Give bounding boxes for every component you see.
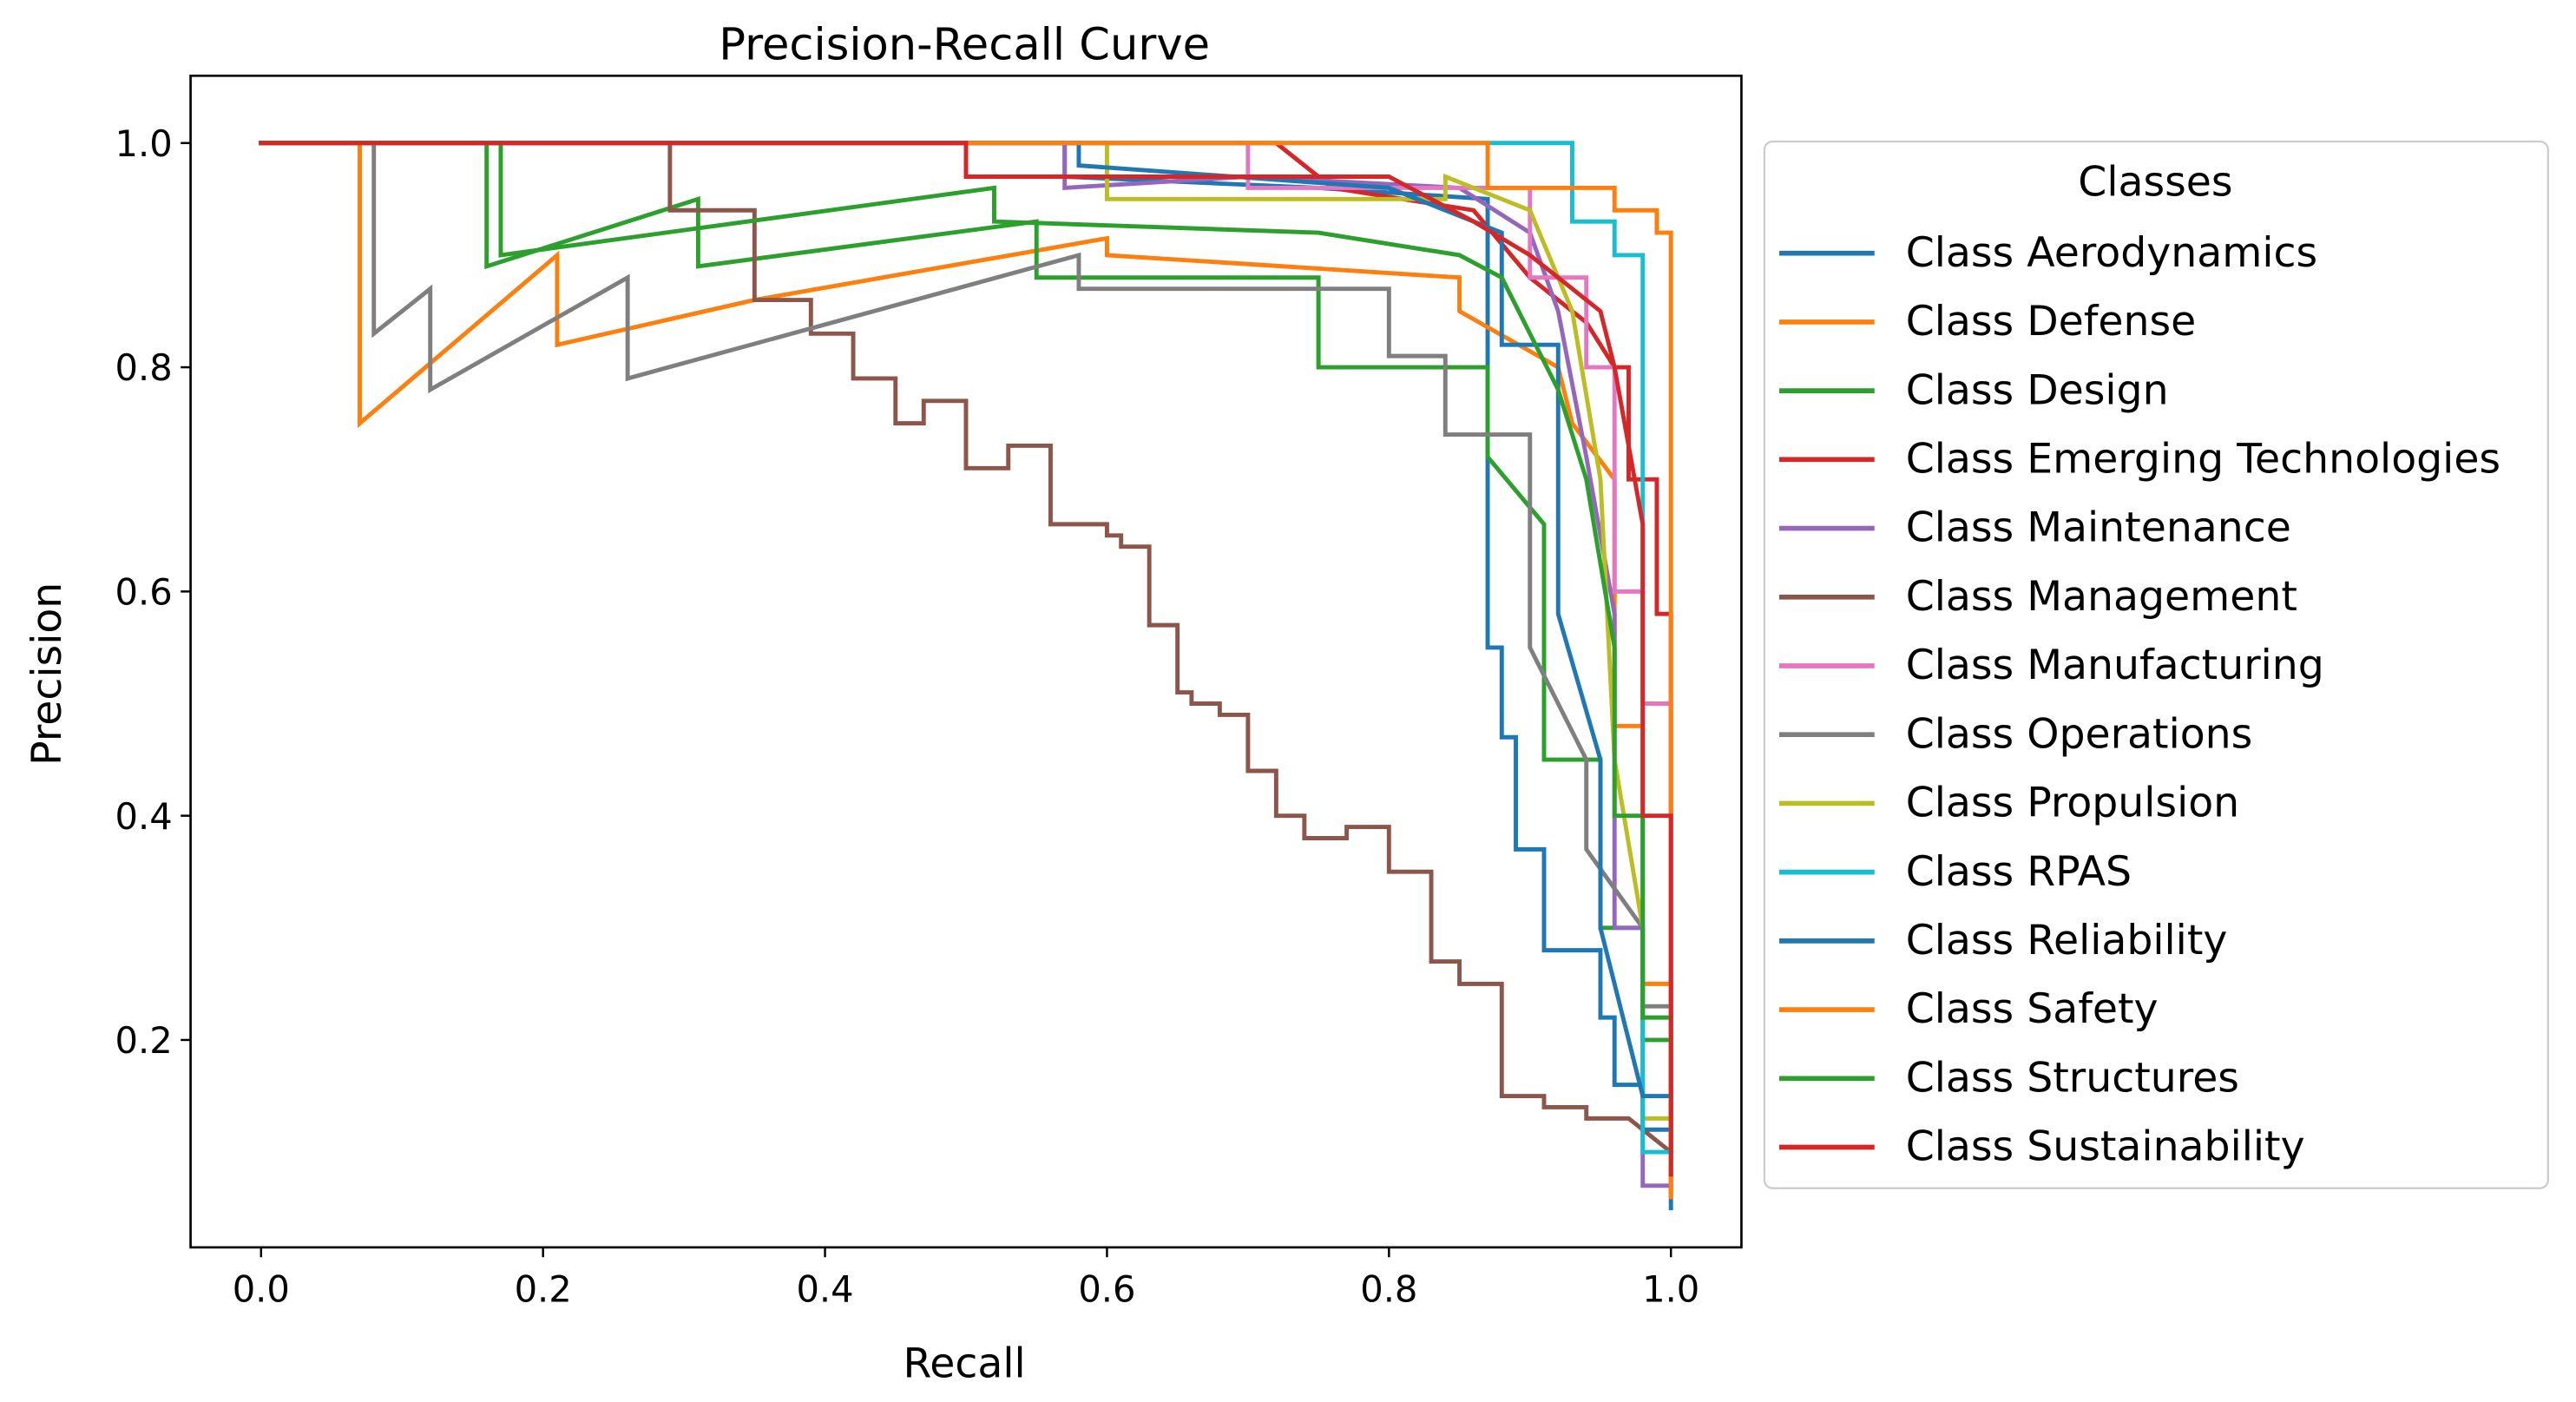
series-line-11 [259,141,1673,1098]
series-line-14 [259,141,1673,1177]
plot-frame [189,74,1743,1249]
legend-title: Classes [2078,158,2232,206]
x-axis-label: Recall [904,1339,1026,1387]
legend-entry: Class Emerging Technologies [1906,435,2500,483]
legend-entry: Class Sustainability [1906,1123,2305,1171]
legend-entry: Class Operations [1906,710,2253,758]
legend-entry: Class Design [1906,366,2169,414]
x-tick-label: 1.0 [1642,1267,1699,1310]
series-line-8 [259,141,1673,1009]
chart-title: Precision-Recall Curve [719,19,1210,70]
series-line-2 [259,141,1673,1200]
legend-entry: Class Aerodynamics [1906,229,2317,277]
y-tick-label: 0.4 [115,795,173,838]
legend-entry: Class Propulsion [1906,780,2239,827]
legend-entry: Class RPAS [1906,848,2132,896]
legend-entry: Class Safety [1906,985,2159,1033]
legend-entry: Class Management [1906,573,2297,621]
x-tick-label: 0.0 [233,1267,290,1310]
y-tick-label: 0.2 [115,1019,173,1062]
legend-entry: Class Structures [1906,1054,2239,1102]
series-line-13 [259,141,1673,1155]
legend-entry: Class Maintenance [1906,504,2291,552]
series-line-6 [259,141,1674,1155]
legend-entry: Class Reliability [1906,917,2228,964]
legend-entry: Class Manufacturing [1906,642,2324,689]
legend-frame [1763,140,2549,1189]
x-tick-label: 0.6 [1078,1267,1135,1310]
axes-layer: 0.0 0.2 0.4 0.6 0.8 1.0 0.2 0.4 0.6 0.8 1.0 [115,122,1700,1310]
series-layer [259,141,1674,1211]
legend-entry: Class Defense [1906,298,2197,346]
x-tick-label: 0.4 [796,1267,853,1310]
x-tick-label: 0.8 [1360,1267,1417,1310]
y-tick-label: 0.6 [115,570,173,613]
series-line-12 [259,141,1673,1200]
y-tick-label: 0.8 [115,346,173,389]
series-line-10 [259,141,1673,1177]
x-tick-label: 0.2 [515,1267,572,1310]
legend-items: Class Aerodynamics Class Defense Class Des… [1778,229,2500,1171]
y-tick-label: 1.0 [115,122,173,165]
y-axis-label: Precision [23,583,71,766]
